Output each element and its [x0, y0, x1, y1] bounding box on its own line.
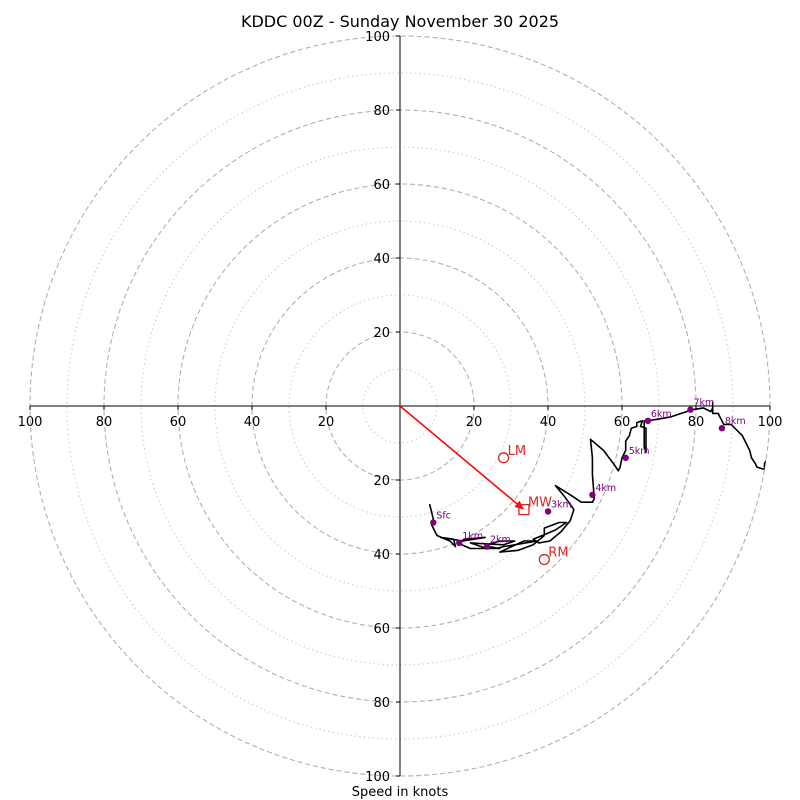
x-tick-label: 100 — [758, 415, 783, 430]
mean-wind-vector — [399, 405, 518, 505]
x-tick-label: 20 — [318, 415, 335, 430]
y-tick-label: 100 — [365, 770, 390, 785]
x-tick-label: 40 — [244, 415, 261, 430]
y-tick-label: 80 — [373, 104, 390, 119]
x-tick-label: 100 — [18, 415, 43, 430]
x-axis-label: Speed in knots — [352, 785, 449, 800]
height-marker-dot — [483, 543, 491, 550]
height-marker-label: 1km — [462, 531, 483, 542]
height-marker-dot — [687, 406, 694, 413]
storm-motion-lm-marker — [497, 452, 510, 464]
height-marker-label: 8km — [725, 416, 746, 427]
storm-motion-lm-label: LM — [508, 444, 526, 459]
y-tick-label: 20 — [373, 326, 390, 341]
height-marker-dot — [644, 417, 652, 424]
storm-motion-rm-marker — [538, 553, 550, 566]
y-tick-label: 60 — [373, 178, 390, 193]
chart-title: KDDC 00Z - Sunday November 30 2025 — [241, 12, 559, 31]
height-marker-dot — [718, 425, 726, 432]
x-tick-label: 60 — [170, 415, 187, 430]
height-marker-label: 6km — [651, 409, 672, 420]
axis-ticks: 100 80 60 40 20 20 40 60 80 100 100 80 60 40 20 20 40 60 8… — [18, 30, 783, 785]
storm-motion-rm-label: RM — [548, 546, 568, 561]
height-marker-dot — [622, 454, 629, 461]
height-marker-label: 7km — [693, 398, 714, 409]
height-marker-dot — [430, 519, 437, 526]
storm-motion-mw-label: MW — [528, 496, 552, 511]
storm-motion-mw-marker — [518, 503, 530, 516]
y-tick-label: 100 — [365, 30, 390, 45]
height-marker-label: 5km — [629, 446, 650, 457]
height-marker-label: Sfc — [436, 511, 451, 522]
y-tick-label: 40 — [373, 252, 390, 267]
hodograph-trace-line — [428, 401, 770, 553]
storm-motion-markers: LM MW RM — [497, 444, 569, 566]
y-tick-label: 60 — [373, 622, 390, 637]
y-tick-label: 80 — [373, 696, 390, 711]
mean-wind-vector-group — [399, 405, 524, 510]
x-tick-label: 20 — [466, 415, 483, 430]
wind-trace — [428, 401, 770, 553]
y-tick-label: 20 — [373, 474, 390, 489]
x-tick-label: 80 — [688, 415, 705, 430]
height-marker-label: 3km — [551, 499, 572, 510]
height-marker-label: 2km — [490, 535, 511, 546]
height-marker-dot — [456, 539, 463, 547]
height-marker-label: 4km — [595, 483, 616, 494]
height-marker-dot — [544, 508, 552, 515]
x-tick-label: 40 — [540, 415, 557, 430]
height-markers: Sfc 1km 2km 3km 4km 5km 6km 7km 8km — [430, 398, 746, 550]
height-marker-dot — [589, 491, 596, 498]
y-tick-label: 40 — [373, 548, 390, 563]
x-tick-label: 60 — [614, 415, 631, 430]
x-tick-label: 80 — [96, 415, 113, 430]
